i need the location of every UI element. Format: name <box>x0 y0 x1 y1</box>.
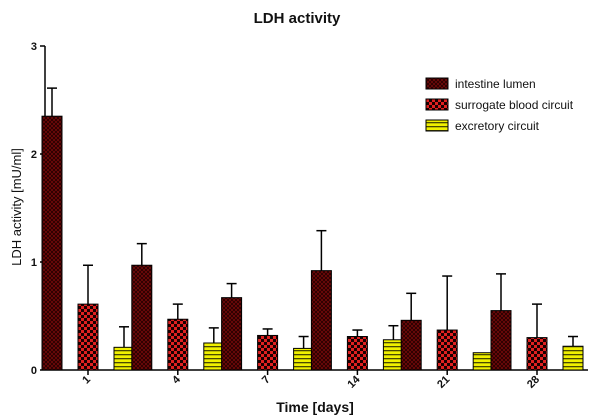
x-tick-label: 7 <box>260 374 273 387</box>
bar-1-1 <box>77 303 99 371</box>
legend: intestine lumen surrogate blood circuit ex… <box>425 77 574 133</box>
bar-7-2 <box>293 347 315 371</box>
bar-1-0 <box>41 115 63 371</box>
legend-entry: intestine lumen <box>455 77 536 91</box>
bar-1-2 <box>113 346 135 371</box>
y-axis-label: LDH activity [mU/ml] <box>9 148 24 266</box>
bar-7-0 <box>221 297 243 371</box>
bar-28-1 <box>526 337 548 371</box>
y-tick-label: 3 <box>31 41 37 53</box>
bar-7-1 <box>257 334 279 371</box>
x-tick-label: 4 <box>170 373 183 386</box>
bar-4-1 <box>167 318 189 371</box>
bar-4-2 <box>203 342 225 371</box>
y-tick-label: 2 <box>31 149 37 161</box>
bar-14-0 <box>310 270 332 371</box>
bar-28-0 <box>490 310 512 371</box>
bar-28-2 <box>562 345 584 371</box>
x-axis-label: Time [days] <box>276 399 354 415</box>
legend-swatch <box>425 119 449 132</box>
bar-14-1 <box>346 336 368 371</box>
legend-swatch <box>425 77 449 90</box>
y-tick-label: 1 <box>31 257 37 269</box>
x-tick-label: 14 <box>345 373 363 391</box>
chart-title: LDH activity <box>254 10 341 27</box>
bar-21-1 <box>436 329 458 371</box>
x-tick-label: 28 <box>525 374 542 391</box>
legend-entry: excretory circuit <box>455 119 540 133</box>
bar-4-0 <box>131 264 153 371</box>
y-tick-label: 0 <box>31 365 37 377</box>
x-tick-label: 1 <box>80 374 93 387</box>
bar-14-2 <box>382 339 404 371</box>
bar-21-0 <box>400 319 422 371</box>
legend-swatch <box>425 98 449 111</box>
x-tick-label: 21 <box>435 374 452 391</box>
legend-entry: surrogate blood circuit <box>455 98 574 112</box>
bar-21-2 <box>472 352 494 371</box>
